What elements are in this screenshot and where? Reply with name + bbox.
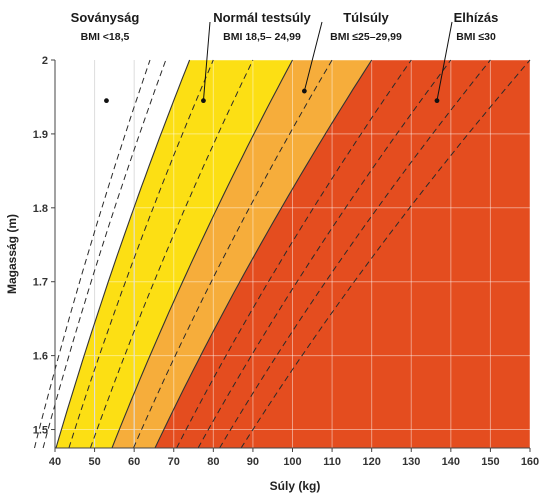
bmi-reference-line xyxy=(197,59,452,449)
zone-boundaries xyxy=(55,59,373,449)
x-tick-label: 150 xyxy=(481,456,499,468)
y-tick-label: 1.7 xyxy=(33,277,48,289)
x-tick-label: 60 xyxy=(128,456,140,468)
zone-boundary xyxy=(55,59,191,449)
x-tick-label: 80 xyxy=(207,456,219,468)
bmi-reference-line xyxy=(240,59,531,449)
callout-3: Túlsúly BMI ≤25–29,99 xyxy=(301,10,402,94)
y-axis-ticks: 1.5 1.6 1.7 1.8 1.9 2 xyxy=(33,55,55,437)
callout-leader xyxy=(202,21,211,101)
zone-boundary xyxy=(154,59,373,449)
zone-2 xyxy=(56,60,293,448)
x-axis-title: Súly (kg) xyxy=(270,479,321,493)
marker-dot xyxy=(104,98,109,104)
bmi-reference-line xyxy=(42,59,167,449)
x-tick-label: 40 xyxy=(49,456,61,468)
category-range: BMI <18,5 xyxy=(81,31,130,43)
callout-leader xyxy=(303,21,323,92)
bmi-reference-line xyxy=(219,59,491,449)
y-tick-label: 2 xyxy=(42,55,48,67)
y-tick-label: 1.6 xyxy=(33,351,48,363)
bmi-reference-line xyxy=(133,59,333,449)
x-tick-label: 90 xyxy=(247,456,259,468)
category-name: Túlsúly xyxy=(343,10,389,25)
x-tick-label: 120 xyxy=(362,456,380,468)
x-axis-ticks: 40 50 60 70 80 90 100 110 120 130 140 150 160 xyxy=(49,448,539,468)
x-tick-label: 140 xyxy=(442,456,460,468)
y-axis-title: Magasság (m) xyxy=(5,214,19,294)
callout-4: Elhízás BMI ≤30 xyxy=(434,10,499,104)
zone-3 xyxy=(112,60,372,448)
bmi-reference-line xyxy=(176,59,412,449)
x-tick-label: 50 xyxy=(88,456,100,468)
bmi-reference-line xyxy=(34,59,151,449)
x-tick-label: 160 xyxy=(521,456,539,468)
category-callouts: Soványság BMI <18,5 Normál testsúly BMI 18,… xyxy=(71,10,499,104)
x-tick-label: 130 xyxy=(402,456,420,468)
y-tick-label: 1.9 xyxy=(33,129,48,141)
reference-curves xyxy=(34,59,531,449)
y-tick-label: 1.8 xyxy=(33,203,48,215)
category-range: BMI 18,5– 24,99 xyxy=(223,31,301,43)
x-tick-label: 70 xyxy=(168,456,180,468)
category-range: BMI ≤25–29,99 xyxy=(330,31,402,43)
bmi-zones xyxy=(56,60,530,448)
zone-4 xyxy=(155,60,530,448)
callout-1: Soványság BMI <18,5 xyxy=(71,10,140,104)
callout-leader xyxy=(436,21,453,101)
x-tick-label: 110 xyxy=(323,456,341,468)
callout-2: Normál testsúly BMI 18,5– 24,99 xyxy=(201,10,312,104)
y-tick-label: 1.5 xyxy=(33,425,48,437)
category-name: Soványság xyxy=(71,10,140,25)
bmi-reference-line xyxy=(68,59,214,449)
category-name: Normál testsúly xyxy=(213,10,311,25)
zone-boundary xyxy=(111,59,293,449)
category-name: Elhízás xyxy=(454,10,499,25)
x-tick-label: 100 xyxy=(283,456,301,468)
category-range: BMI ≤30 xyxy=(456,31,496,43)
